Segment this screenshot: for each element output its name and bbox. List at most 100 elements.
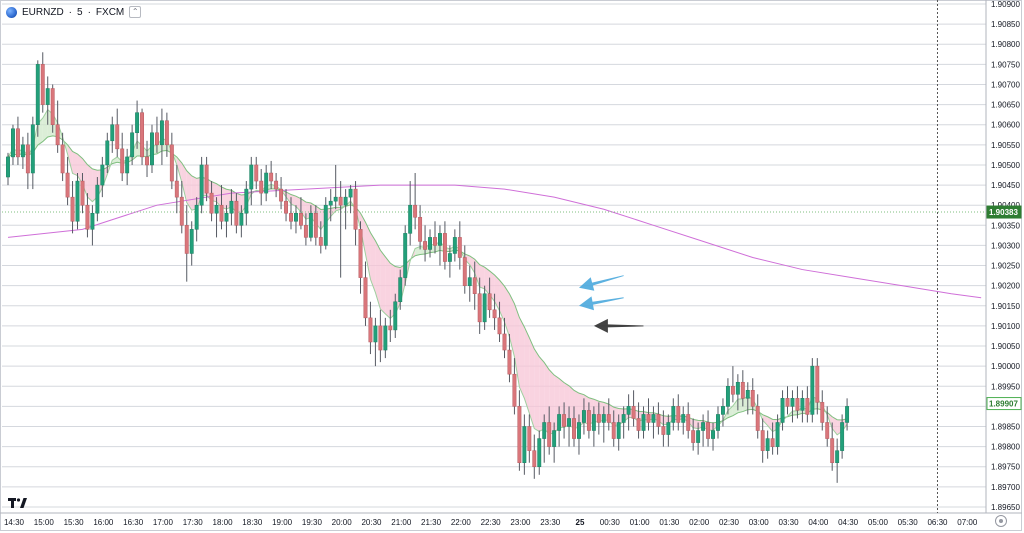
candle-body[interactable] xyxy=(557,414,562,431)
candle-body[interactable] xyxy=(467,277,472,286)
candle-body[interactable] xyxy=(631,406,636,419)
candle-body[interactable] xyxy=(100,164,105,186)
candle-body[interactable] xyxy=(596,414,601,423)
candle-body[interactable] xyxy=(681,414,686,423)
candle-body[interactable] xyxy=(378,325,383,351)
candle-body[interactable] xyxy=(179,196,184,226)
candle-body[interactable] xyxy=(438,233,442,246)
candle-body[interactable] xyxy=(755,406,760,431)
candle-body[interactable] xyxy=(95,184,100,214)
candle-body[interactable] xyxy=(313,212,318,238)
candle-body[interactable] xyxy=(408,204,413,234)
symbol-legend[interactable]: EURNZD · 5 · FXCM ⌃ xyxy=(6,4,142,20)
candle-body[interactable] xyxy=(70,196,75,222)
candle-body[interactable] xyxy=(418,217,423,242)
chart-settings-icon[interactable] xyxy=(995,515,1007,527)
candle-body[interactable] xyxy=(765,438,770,451)
candle-body[interactable] xyxy=(626,406,631,415)
candle-body[interactable] xyxy=(115,124,120,150)
candle-body[interactable] xyxy=(616,422,621,439)
candle-body[interactable] xyxy=(502,333,507,351)
candle-body[interactable] xyxy=(343,196,348,206)
candle-body[interactable] xyxy=(780,398,785,423)
candle-body[interactable] xyxy=(30,124,35,174)
candle-body[interactable] xyxy=(229,200,234,214)
candle-body[interactable] xyxy=(740,381,745,399)
candle-body[interactable] xyxy=(294,212,298,222)
candle-body[interactable] xyxy=(259,180,264,194)
candle-body[interactable] xyxy=(542,422,547,439)
candle-body[interactable] xyxy=(224,212,229,222)
candle-body[interactable] xyxy=(552,430,557,447)
candle-body[interactable] xyxy=(482,293,487,323)
candle-body[interactable] xyxy=(264,172,269,194)
candle-body[interactable] xyxy=(716,414,720,431)
candle-body[interactable] xyxy=(845,406,850,423)
candle-body[interactable] xyxy=(303,225,308,238)
candle-body[interactable] xyxy=(90,212,95,230)
candle-body[interactable] xyxy=(725,386,730,407)
candle-body[interactable] xyxy=(204,164,209,194)
candle-body[interactable] xyxy=(45,88,50,105)
candle-body[interactable] xyxy=(120,148,125,174)
candle-body[interactable] xyxy=(110,124,115,142)
candle-body[interactable] xyxy=(338,196,343,206)
candle-body[interactable] xyxy=(701,422,706,431)
candle-body[interactable] xyxy=(666,422,671,435)
candle-body[interactable] xyxy=(164,120,169,146)
candle-body[interactable] xyxy=(825,422,830,439)
candle-body[interactable] xyxy=(820,402,825,423)
candle-body[interactable] xyxy=(492,309,497,319)
candle-body[interactable] xyxy=(601,414,606,423)
candle-body[interactable] xyxy=(462,257,467,286)
candle-body[interactable] xyxy=(80,180,85,206)
candle-body[interactable] xyxy=(606,414,611,423)
candle-body[interactable] xyxy=(810,365,815,415)
candle-body[interactable] xyxy=(636,418,641,431)
candle-body[interactable] xyxy=(125,156,130,174)
candle-body[interactable] xyxy=(169,144,174,182)
candle-body[interactable] xyxy=(274,180,279,190)
candle-body[interactable] xyxy=(194,204,199,230)
candle-body[interactable] xyxy=(130,132,135,158)
candle-body[interactable] xyxy=(790,398,795,407)
candle-body[interactable] xyxy=(815,365,820,403)
candle-body[interactable] xyxy=(318,237,323,246)
candle-body[interactable] xyxy=(140,112,145,158)
candle-body[interactable] xyxy=(159,120,164,146)
candle-body[interactable] xyxy=(403,233,408,278)
candle-body[interactable] xyxy=(413,204,418,218)
candle-body[interactable] xyxy=(328,200,333,206)
candle-body[interactable] xyxy=(527,426,532,451)
candle-body[interactable] xyxy=(234,200,239,226)
candle-body[interactable] xyxy=(661,426,666,435)
candle-body[interactable] xyxy=(135,112,140,134)
candle-body[interactable] xyxy=(721,406,725,415)
candle-body[interactable] xyxy=(55,124,60,146)
candle-body[interactable] xyxy=(785,398,790,407)
candle-body[interactable] xyxy=(730,386,735,395)
candle-body[interactable] xyxy=(214,204,219,214)
candle-body[interactable] xyxy=(532,450,537,467)
candle-body[interactable] xyxy=(284,200,288,214)
collapse-legend-icon[interactable]: ⌃ xyxy=(129,6,142,18)
candle-body[interactable] xyxy=(363,277,368,319)
candle-body[interactable] xyxy=(567,418,571,427)
candle-body[interactable] xyxy=(150,132,154,166)
candle-body[interactable] xyxy=(686,414,691,431)
candle-body[interactable] xyxy=(333,196,338,202)
blue-arrow-annotation[interactable] xyxy=(579,296,624,311)
candle-body[interactable] xyxy=(750,390,755,407)
candle-body[interactable] xyxy=(145,156,149,166)
blue-arrow-annotation[interactable] xyxy=(579,275,624,291)
candle-body[interactable] xyxy=(472,277,477,294)
candle-body[interactable] xyxy=(35,64,40,125)
candle-body[interactable] xyxy=(795,398,800,411)
candle-body[interactable] xyxy=(398,277,403,303)
candle-body[interactable] xyxy=(706,422,711,439)
candle-body[interactable] xyxy=(368,317,373,343)
candle-body[interactable] xyxy=(775,422,780,447)
candle-body[interactable] xyxy=(671,406,676,423)
candle-body[interactable] xyxy=(477,293,482,323)
